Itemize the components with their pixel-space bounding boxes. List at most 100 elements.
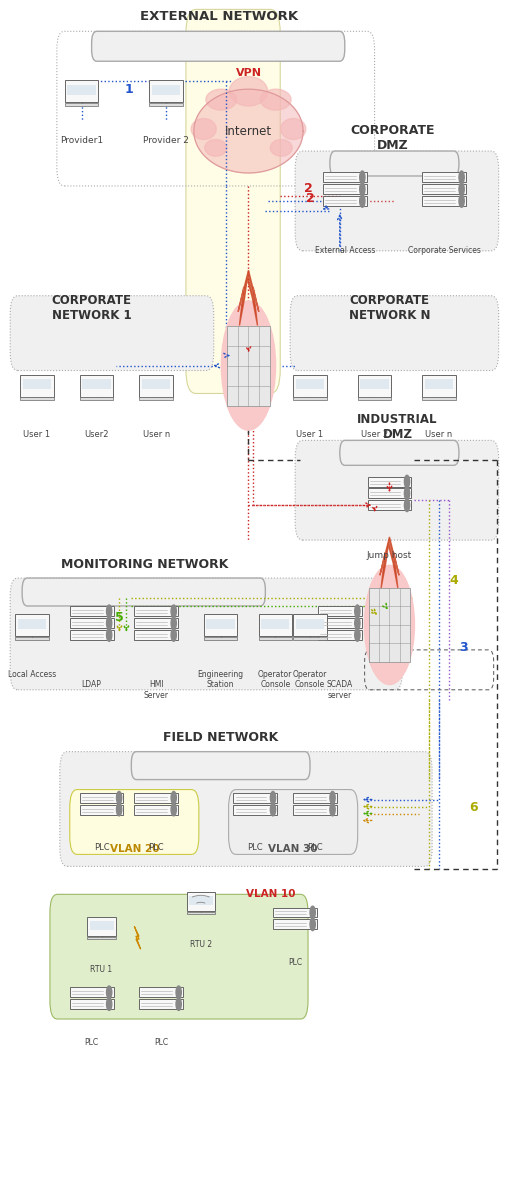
Text: PLC: PLC	[148, 844, 164, 852]
Text: Jump host: Jump host	[366, 551, 411, 559]
Text: Operator
Console: Operator Console	[292, 670, 327, 689]
Text: CORPORATE
DMZ: CORPORATE DMZ	[349, 124, 434, 152]
Bar	[80, 374, 113, 396]
Bar	[424, 379, 452, 389]
Bar	[206, 619, 234, 629]
Text: Corporate Services: Corporate Services	[407, 246, 480, 256]
FancyBboxPatch shape	[91, 31, 344, 61]
Bar	[79, 793, 123, 803]
Text: CORPORATE
NETWORK N: CORPORATE NETWORK N	[348, 294, 429, 322]
Bar	[233, 793, 277, 803]
Text: 2: 2	[303, 182, 312, 196]
Bar	[422, 397, 455, 401]
Circle shape	[359, 182, 364, 196]
Bar	[142, 379, 170, 389]
Bar	[152, 85, 180, 95]
Text: 4: 4	[449, 574, 458, 587]
Bar	[67, 85, 95, 95]
Bar	[188, 896, 213, 905]
Circle shape	[359, 194, 364, 208]
Text: RTU 1: RTU 1	[90, 965, 113, 974]
Bar	[261, 619, 289, 629]
Bar	[70, 618, 113, 628]
Bar	[89, 922, 113, 930]
FancyBboxPatch shape	[289, 295, 497, 371]
FancyBboxPatch shape	[185, 10, 280, 394]
Text: PLC: PLC	[287, 958, 301, 967]
Bar	[317, 630, 361, 640]
Bar	[65, 103, 98, 106]
Bar	[322, 196, 366, 206]
Bar	[367, 476, 411, 486]
Text: 6: 6	[469, 802, 477, 814]
Polygon shape	[229, 77, 267, 106]
Text: VPN: VPN	[235, 68, 261, 78]
FancyBboxPatch shape	[22, 578, 265, 606]
Circle shape	[458, 172, 463, 184]
Bar	[367, 488, 411, 498]
Text: User n: User n	[425, 431, 452, 439]
Text: RTU 2: RTU 2	[189, 941, 212, 949]
Text: Provider1: Provider1	[60, 136, 103, 145]
Polygon shape	[206, 89, 236, 110]
Circle shape	[171, 803, 176, 816]
Bar	[70, 630, 113, 640]
Bar	[422, 374, 455, 396]
Circle shape	[116, 803, 122, 816]
Circle shape	[221, 301, 275, 430]
Circle shape	[403, 487, 409, 499]
Circle shape	[354, 617, 359, 630]
Text: VLAN 20: VLAN 20	[110, 845, 159, 854]
Bar	[134, 630, 178, 640]
FancyBboxPatch shape	[60, 751, 431, 866]
Circle shape	[403, 475, 409, 488]
Bar	[273, 907, 317, 917]
Circle shape	[176, 986, 181, 998]
Bar	[357, 374, 390, 396]
Bar	[18, 619, 46, 629]
Bar	[139, 988, 183, 997]
Circle shape	[270, 803, 275, 816]
Text: EXTERNAL NETWORK: EXTERNAL NETWORK	[139, 10, 297, 23]
Polygon shape	[205, 139, 226, 156]
FancyBboxPatch shape	[294, 151, 497, 251]
Polygon shape	[134, 926, 140, 949]
Polygon shape	[280, 119, 305, 139]
Text: PLC: PLC	[307, 844, 322, 852]
Bar	[134, 606, 178, 617]
Circle shape	[458, 194, 463, 208]
Bar	[82, 379, 111, 389]
Text: User 2: User 2	[360, 431, 387, 439]
Circle shape	[310, 918, 315, 930]
Text: FIELD NETWORK: FIELD NETWORK	[163, 731, 278, 744]
Bar	[20, 374, 54, 396]
Circle shape	[116, 792, 122, 804]
Text: Engineering
Station: Engineering Station	[197, 670, 243, 689]
Text: 1: 1	[125, 83, 133, 96]
Text: Internet: Internet	[224, 125, 272, 138]
Bar	[293, 637, 326, 640]
FancyBboxPatch shape	[329, 151, 458, 176]
Bar	[273, 919, 317, 929]
Text: User n: User n	[142, 431, 170, 439]
Circle shape	[354, 629, 359, 641]
FancyBboxPatch shape	[50, 894, 308, 1019]
Bar	[23, 379, 51, 389]
Circle shape	[107, 986, 112, 998]
Bar	[258, 637, 291, 640]
Text: MONITORING NETWORK: MONITORING NETWORK	[61, 558, 227, 570]
Bar	[258, 614, 291, 636]
Bar	[367, 500, 411, 510]
Text: PLC: PLC	[84, 1038, 98, 1046]
Text: HMI
Server: HMI Server	[143, 680, 168, 700]
Bar	[357, 397, 390, 401]
Bar	[20, 397, 54, 401]
Text: User 1: User 1	[23, 431, 50, 439]
Bar	[204, 637, 237, 640]
Bar	[293, 614, 326, 636]
Text: VLAN 10: VLAN 10	[245, 889, 294, 899]
FancyBboxPatch shape	[10, 578, 401, 690]
FancyBboxPatch shape	[10, 295, 213, 371]
Circle shape	[171, 617, 176, 630]
Circle shape	[107, 617, 112, 630]
